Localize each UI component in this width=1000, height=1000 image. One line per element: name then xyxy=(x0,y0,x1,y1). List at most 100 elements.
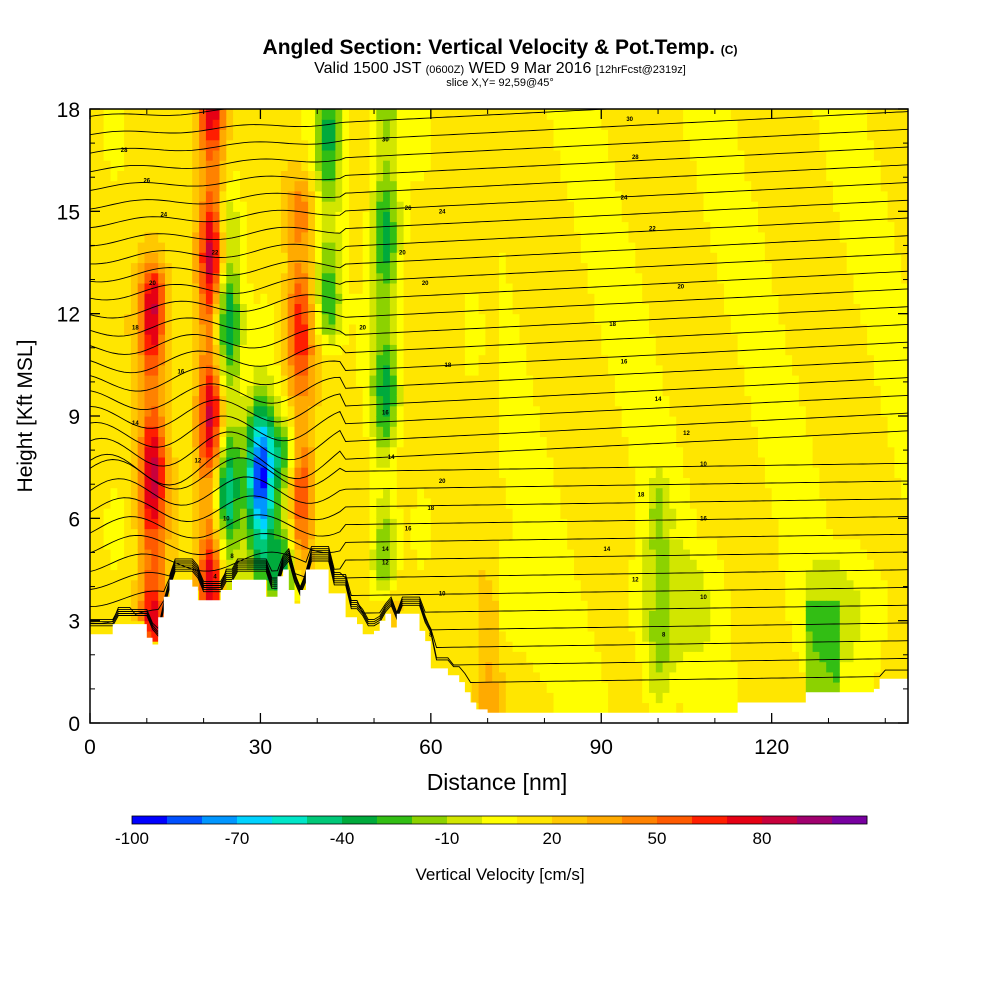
velocity-cell xyxy=(301,252,309,264)
velocity-cell xyxy=(335,456,343,468)
velocity-cell xyxy=(362,149,371,161)
velocity-cell xyxy=(124,549,132,560)
velocity-cell xyxy=(253,129,261,141)
velocity-cell xyxy=(355,405,364,417)
velocity-cell xyxy=(533,549,541,560)
velocity-cell xyxy=(492,528,500,540)
velocity-cell xyxy=(308,508,316,519)
velocity-cell xyxy=(628,272,636,284)
velocity-cell xyxy=(655,702,664,714)
velocity-cell xyxy=(451,446,459,458)
velocity-cell xyxy=(321,467,330,478)
velocity-cell xyxy=(642,170,650,182)
velocity-cell xyxy=(635,682,643,693)
velocity-cell xyxy=(253,139,261,151)
velocity-cell xyxy=(376,139,384,151)
velocity-cell xyxy=(362,395,371,407)
velocity-cell xyxy=(410,323,418,335)
velocity-cell xyxy=(403,283,411,294)
velocity-cell xyxy=(219,201,227,212)
velocity-cell xyxy=(137,508,146,519)
velocity-cell xyxy=(464,221,473,233)
velocity-cell xyxy=(430,446,439,458)
velocity-cell xyxy=(574,641,582,652)
velocity-cell xyxy=(240,190,248,202)
velocity-cell xyxy=(246,426,255,437)
velocity-cell xyxy=(308,252,316,264)
velocity-cell xyxy=(608,139,616,151)
velocity-cell xyxy=(614,272,623,284)
velocity-cell xyxy=(219,559,227,571)
velocity-cell xyxy=(512,364,520,376)
velocity-cell xyxy=(519,170,527,182)
velocity-cell xyxy=(389,129,398,141)
velocity-cell xyxy=(199,313,207,325)
velocity-cell xyxy=(649,190,657,202)
velocity-cell xyxy=(635,323,643,335)
velocity-cell xyxy=(274,364,282,376)
velocity-cell xyxy=(151,231,159,243)
velocity-cell xyxy=(178,497,186,509)
velocity-cell xyxy=(601,323,609,335)
velocity-cell xyxy=(560,610,568,622)
velocity-cell xyxy=(635,364,643,376)
velocity-cell xyxy=(178,538,186,550)
velocity-cell xyxy=(90,518,98,530)
velocity-cell xyxy=(464,528,473,540)
velocity-cell xyxy=(246,201,255,212)
velocity-cell xyxy=(301,160,309,171)
velocity-cell xyxy=(212,119,221,130)
velocity-cell xyxy=(369,109,377,120)
velocity-cell xyxy=(383,293,391,304)
velocity-cell xyxy=(471,231,480,243)
velocity-cell xyxy=(321,508,330,519)
velocity-cell xyxy=(301,231,309,243)
velocity-cell xyxy=(301,293,309,304)
velocity-cell xyxy=(192,262,200,274)
velocity-cell xyxy=(246,221,255,233)
velocity-cell xyxy=(287,385,296,397)
velocity-cell xyxy=(635,180,643,192)
velocity-cell xyxy=(614,467,623,478)
velocity-cell xyxy=(539,344,548,356)
velocity-cell xyxy=(383,364,391,376)
velocity-cell xyxy=(301,334,309,345)
velocity-cell xyxy=(444,661,452,673)
velocity-cell xyxy=(280,129,289,141)
velocity-cell xyxy=(430,436,439,448)
velocity-cell xyxy=(478,549,486,560)
velocity-cell xyxy=(601,242,609,253)
velocity-cell xyxy=(158,293,166,304)
velocity-cell xyxy=(294,416,302,427)
velocity-cell xyxy=(492,231,500,243)
velocity-cell xyxy=(335,293,343,304)
velocity-cell xyxy=(485,610,493,622)
velocity-cell xyxy=(601,129,609,141)
velocity-cell xyxy=(96,487,105,499)
velocity-cell xyxy=(649,395,657,407)
velocity-cell xyxy=(151,221,159,233)
velocity-cell xyxy=(158,272,166,284)
velocity-cell xyxy=(587,651,595,663)
velocity-cell xyxy=(649,211,657,223)
velocity-cell xyxy=(424,221,432,233)
velocity-cell xyxy=(171,129,180,141)
velocity-cell xyxy=(171,272,180,284)
velocity-cell xyxy=(335,119,343,130)
velocity-cell xyxy=(158,109,166,120)
velocity-cell xyxy=(287,190,296,202)
velocity-cell xyxy=(594,395,602,407)
velocity-cell xyxy=(267,252,275,264)
velocity-cell xyxy=(233,119,241,130)
velocity-cell xyxy=(608,119,616,130)
velocity-cell xyxy=(649,293,657,304)
velocity-cell xyxy=(240,354,248,366)
velocity-cell xyxy=(240,201,248,212)
velocity-cell xyxy=(519,436,527,448)
velocity-cell xyxy=(274,518,282,530)
velocity-cell xyxy=(539,283,548,294)
velocity-cell xyxy=(212,590,221,601)
velocity-cell xyxy=(287,518,296,530)
velocity-cell xyxy=(226,160,234,171)
velocity-cell xyxy=(519,283,527,294)
